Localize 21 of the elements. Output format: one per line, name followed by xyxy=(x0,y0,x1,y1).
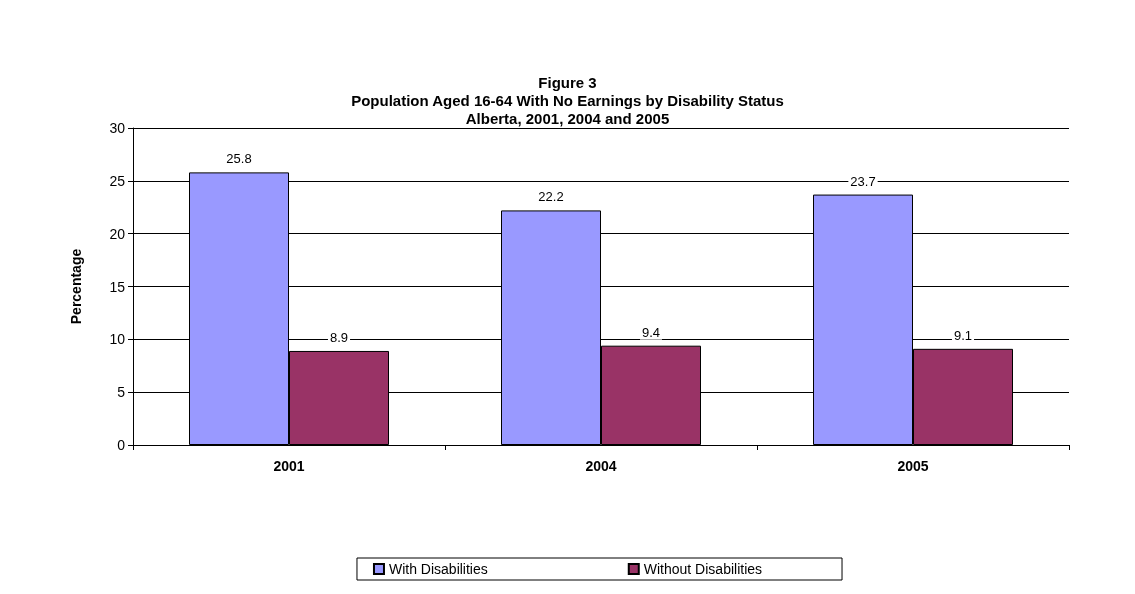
y-tick-label: 20 xyxy=(109,225,126,242)
y-tick-label: 10 xyxy=(109,331,126,348)
chart-title: Figure 3 xyxy=(538,73,597,91)
y-tick-label: 25 xyxy=(109,172,126,189)
y-tick-label: 0 xyxy=(117,437,126,453)
y-tick-label: 15 xyxy=(109,278,126,295)
chart-subtitle: Population Aged 16-64 With No Earnings by Disability Status Alberta, 2001, 2004 and 2005 xyxy=(351,91,784,127)
data-label: 9.1 xyxy=(953,327,973,343)
y-tick-label: 5 xyxy=(117,384,126,401)
data-label: 23.7 xyxy=(850,173,876,189)
legend-label: With Disabilities xyxy=(388,561,488,577)
legend-label: Without Disabilities xyxy=(643,561,763,577)
x-tick-label: 2005 xyxy=(897,458,929,474)
y-tick-label: 30 xyxy=(109,120,126,136)
data-label: 8.9 xyxy=(329,329,349,345)
data-label: 9.4 xyxy=(641,324,661,340)
data-label: 22.2 xyxy=(538,189,564,205)
x-tick-label: 2001 xyxy=(273,458,305,474)
data-label: 25.8 xyxy=(226,151,252,167)
y-axis-title: Percentage xyxy=(68,248,84,325)
x-tick-label: 2004 xyxy=(585,458,617,474)
